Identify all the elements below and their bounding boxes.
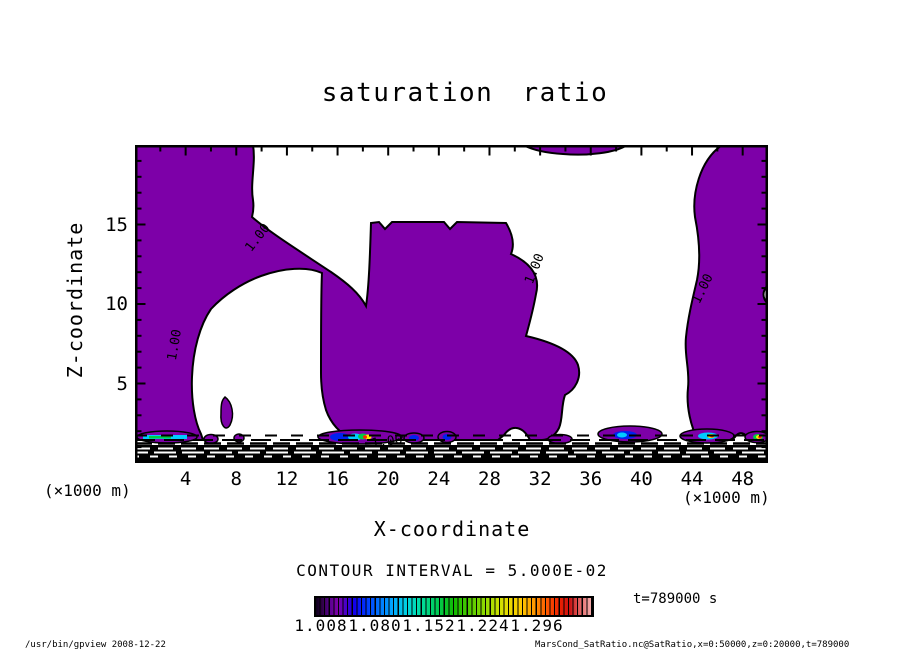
x-tick-label: 12 <box>275 468 299 490</box>
x-tick-label: 4 <box>179 468 192 490</box>
surface-contour-band <box>135 434 768 461</box>
contour-label: 1.00 <box>522 252 548 287</box>
plot-frame <box>135 145 768 463</box>
colorbar-tick-label: 1.008 <box>294 616 348 635</box>
x-tick-label: 36 <box>579 468 603 490</box>
colorbar-tick-label: 1.080 <box>348 616 402 635</box>
x-axis-unit-label: (×1000 m) <box>683 488 770 507</box>
colorbar <box>314 596 594 617</box>
z-axis-unit-label: (×1000 m) <box>44 481 131 500</box>
z-tick-label: 10 <box>105 293 128 315</box>
saturation-islet <box>220 396 234 429</box>
x-axis-title: X-coordinate <box>373 517 531 541</box>
footer-program-date: /usr/bin/gpview 2008-12-22 <box>25 640 166 650</box>
x-tick-label: 8 <box>230 468 242 490</box>
z-axis-title: Z-coordinate <box>63 221 87 379</box>
contour-label: 1.00 <box>165 328 185 361</box>
x-tick-label: 32 <box>528 468 552 490</box>
time-label: t=789000 s <box>633 591 718 607</box>
contour-interval-text: CONTOUR INTERVAL = 5.000E-02 <box>296 561 608 580</box>
saturation-region-right-column <box>684 145 768 441</box>
colorbar-tick-label: 1.152 <box>402 616 456 635</box>
x-tick-label: 16 <box>326 468 349 490</box>
z-tick-label: 5 <box>116 372 128 395</box>
x-tick-label: 20 <box>376 468 400 490</box>
x-tick-label: 40 <box>629 468 653 490</box>
x-tick-label: 24 <box>427 468 451 490</box>
x-tick-label: 28 <box>478 468 501 490</box>
footer-datasource: MarsCond_SatRatio.nc@SatRatio,x=0:50000,… <box>535 640 850 650</box>
contour-label: 1.00 <box>370 432 403 451</box>
x-tick-label: 48 <box>731 468 755 490</box>
x-tick-label: 44 <box>680 468 704 490</box>
colorbar-tick-label: 1.296 <box>510 616 564 635</box>
saturation-region-left-center <box>135 145 581 442</box>
plot-title: saturation ratio <box>321 78 609 108</box>
contour-plot: 1.00 1.00 1.00 1.00 1.00 <box>135 145 768 463</box>
z-tick-label: 15 <box>105 213 128 236</box>
colorbar-tick-label: 1.224 <box>456 616 510 635</box>
